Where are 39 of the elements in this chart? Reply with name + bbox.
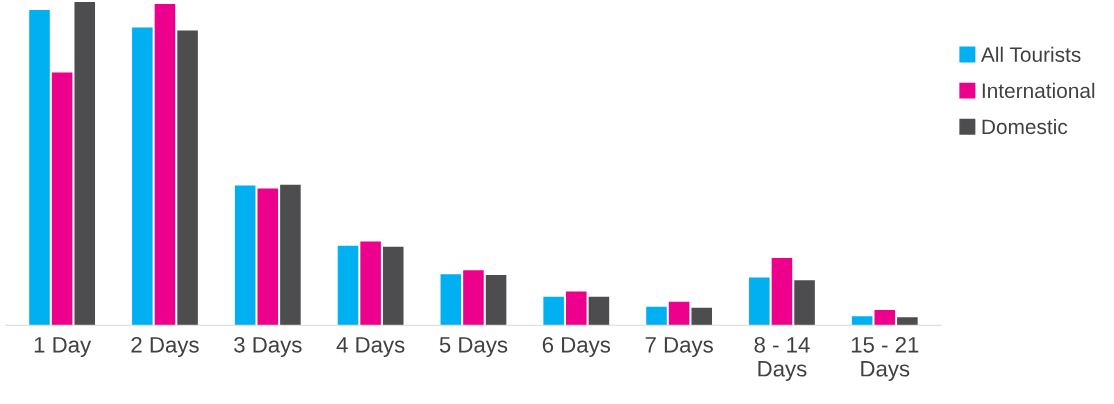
legend-label: Domestic: [982, 118, 1068, 135]
bar: [691, 307, 713, 326]
bar: [749, 277, 770, 326]
bar: [851, 316, 873, 326]
bar: [440, 274, 462, 326]
legend-label: International: [982, 82, 1095, 99]
x-tick-label: 2 Days: [131, 336, 199, 358]
x-tick-label: 4 Days: [336, 337, 405, 358]
bar: [874, 310, 896, 326]
bar: [588, 296, 610, 326]
bar: [771, 257, 793, 326]
x-tick-label: 8 - 14 Days: [754, 336, 810, 381]
bar: [566, 291, 587, 326]
bar: [794, 280, 815, 326]
bar: [485, 275, 507, 326]
bar: [543, 296, 564, 326]
bar: [74, 2, 96, 326]
x-tick-label: 3 Days: [234, 336, 302, 358]
bar: [382, 246, 404, 326]
bar: [51, 72, 73, 326]
bar: [897, 317, 918, 326]
bar: [280, 184, 301, 326]
bar: [29, 10, 50, 326]
bar: [360, 241, 381, 326]
x-tick-label: 6 Days: [542, 336, 611, 358]
x-tick-label: 15 - 21 Days: [851, 336, 919, 381]
bar: [154, 3, 176, 326]
bar: [646, 306, 667, 326]
bar: [177, 30, 198, 326]
x-tick-label: 1 Day: [34, 337, 92, 358]
bar: [234, 185, 256, 326]
legend-label: All Tourists: [980, 46, 1081, 63]
x-tick-label: 7 Days: [645, 337, 713, 358]
bar: [132, 27, 153, 326]
bar: [337, 245, 359, 326]
x-tick-label: 5 Days: [439, 337, 508, 358]
bar: [668, 301, 690, 326]
bar: [257, 188, 279, 326]
bar: [463, 270, 484, 326]
